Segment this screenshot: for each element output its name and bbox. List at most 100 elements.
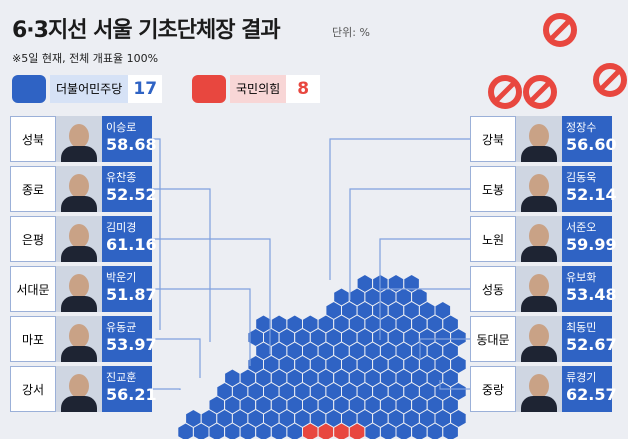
candidate-name: 김미경 <box>106 221 137 234</box>
photo-suit <box>61 396 97 412</box>
photo-head <box>529 124 549 148</box>
district-row: 도봉 김동욱 52.14 <box>470 166 617 212</box>
stamp <box>593 63 627 97</box>
party-icon <box>12 75 46 103</box>
connector <box>379 288 470 340</box>
stamp-mark <box>493 80 517 104</box>
district-name: 성동 <box>470 266 516 312</box>
candidate-name: 유보화 <box>566 271 597 284</box>
connector <box>152 338 201 378</box>
district-name: 서대문 <box>10 266 56 312</box>
vote-share: 52.52 <box>106 185 157 204</box>
photo-head <box>529 274 549 298</box>
photo-suit <box>61 196 97 212</box>
result-box: 박운기 51.87 <box>102 266 157 312</box>
candidate-photo <box>516 216 562 262</box>
district-row: 서대문 박운기 51.87 <box>10 266 157 312</box>
candidate-photo <box>56 366 102 412</box>
photo-head <box>529 224 549 248</box>
unit: 단위: % <box>332 26 370 39</box>
district-name: 종로 <box>10 166 56 212</box>
candidate-photo <box>516 316 562 362</box>
photo-suit <box>521 146 557 162</box>
stamp-mark <box>598 68 622 92</box>
photo-suit <box>61 346 97 362</box>
district-name: 은평 <box>10 216 56 262</box>
result-box: 유찬종 52.52 <box>102 166 157 212</box>
district-row: 종로 유찬종 52.52 <box>10 166 157 212</box>
candidate-name: 유찬종 <box>106 171 137 184</box>
candidate-name: 이승로 <box>106 121 137 134</box>
stamp-mark <box>528 80 552 104</box>
stamp-mark <box>548 18 572 42</box>
photo-suit <box>521 296 557 312</box>
candidate-photo <box>516 366 562 412</box>
district-name: 노원 <box>470 216 516 262</box>
party-seats: 8 <box>286 75 321 103</box>
district-name: 성북 <box>10 116 56 162</box>
result-box: 이승로 58.68 <box>102 116 157 162</box>
district-name: 중랑 <box>470 366 516 412</box>
candidate-photo <box>56 216 102 262</box>
result-box: 정장수 56.60 <box>562 116 617 162</box>
district-name: 강북 <box>470 116 516 162</box>
candidate-photo <box>516 166 562 212</box>
connector <box>419 338 470 360</box>
connector <box>152 188 211 342</box>
connector <box>152 238 271 354</box>
candidate-name: 박운기 <box>106 271 137 284</box>
district-row: 성북 이승로 58.68 <box>10 116 157 162</box>
vote-share: 53.97 <box>106 335 157 354</box>
candidate-name: 최동민 <box>566 321 597 334</box>
vote-share: 59.99 <box>566 235 617 254</box>
district-name: 마포 <box>10 316 56 362</box>
map-hex <box>442 422 459 439</box>
candidate-name: 진교훈 <box>106 371 137 384</box>
vote-share: 61.16 <box>106 235 157 254</box>
party-name: 국민의힘 <box>230 75 287 103</box>
connector <box>439 380 470 390</box>
title: 6·3지선 서울 기초단체장 결과 <box>12 18 281 43</box>
district-row: 성동 유보화 53.48 <box>470 266 617 312</box>
candidate-photo <box>56 316 102 362</box>
photo-head <box>529 174 549 198</box>
district-row: 동대문 최동민 52.67 <box>470 316 617 362</box>
stamp <box>543 13 577 47</box>
district-row: 강북 정장수 56.60 <box>470 116 617 162</box>
candidate-photo <box>56 116 102 162</box>
district-row: 노원 서준오 59.99 <box>470 216 617 262</box>
vote-share: 52.67 <box>566 335 617 354</box>
note: ※5일 현재, 전체 개표율 100% <box>12 52 159 65</box>
photo-head <box>69 324 89 348</box>
photo-head <box>529 374 549 398</box>
photo-suit <box>521 196 557 212</box>
stamp <box>523 75 557 109</box>
vote-share: 58.68 <box>106 135 157 154</box>
connector <box>349 188 470 300</box>
party-seats: 17 <box>128 75 163 103</box>
district-row: 강서 진교훈 56.21 <box>10 366 157 412</box>
connector <box>329 138 470 280</box>
candidate-name: 류경기 <box>566 371 597 384</box>
photo-suit <box>61 146 97 162</box>
vote-share: 52.14 <box>566 185 617 204</box>
stamp <box>488 75 522 109</box>
photo-suit <box>521 396 557 412</box>
candidate-name: 김동욱 <box>566 171 597 184</box>
vote-share: 53.48 <box>566 285 617 304</box>
party-name: 더불어민주당 <box>50 75 129 103</box>
party-box: 더불어민주당 17 <box>12 74 163 104</box>
photo-head <box>69 174 89 198</box>
result-box: 최동민 52.67 <box>562 316 617 362</box>
candidate-photo <box>516 116 562 162</box>
photo-suit <box>61 246 97 262</box>
result-box: 김미경 61.16 <box>102 216 157 262</box>
connector <box>152 388 181 390</box>
vote-share: 51.87 <box>106 285 157 304</box>
candidate-name: 정장수 <box>566 121 597 134</box>
candidate-photo <box>56 166 102 212</box>
district-name: 동대문 <box>470 316 516 362</box>
candidate-photo <box>56 266 102 312</box>
photo-head <box>69 374 89 398</box>
